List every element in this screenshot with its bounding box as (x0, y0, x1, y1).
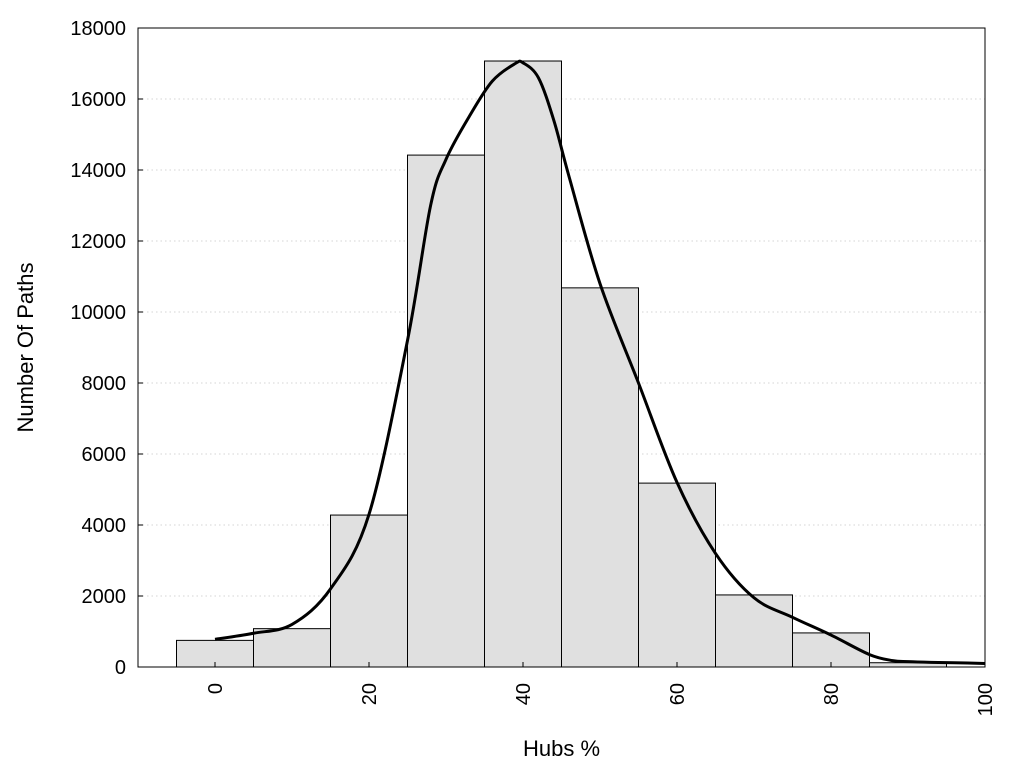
histogram-bar (330, 514, 408, 668)
x-tick-label: 60 (667, 683, 689, 705)
plot-frame (137, 27, 986, 668)
x-tick-label: 0 (205, 683, 227, 694)
x-axis-title: Hubs % (523, 736, 600, 761)
y-tick-label: 18000 (70, 18, 126, 40)
x-axis-ticks: 0 20 40 60 80 100 (205, 662, 997, 716)
y-axis-title: Number Of Paths (13, 263, 38, 433)
density-curve (214, 59, 986, 665)
y-tick-label: 14000 (70, 160, 126, 182)
y-tick-label: 4000 (82, 515, 127, 537)
histogram-bar (253, 628, 331, 668)
y-tick-label: 6000 (82, 444, 127, 466)
y-axis-ticks: 0 2000 4000 6000 8000 10000 12000 14000 16000 180… (70, 18, 143, 679)
x-tick-label: 20 (359, 683, 381, 705)
histogram-bar (484, 60, 562, 668)
y-tick-label: 16000 (70, 89, 126, 111)
y-tick-label: 0 (115, 657, 126, 679)
y-tick-label: 12000 (70, 231, 126, 253)
histogram-bar (638, 482, 716, 668)
x-tick-label: 80 (821, 683, 843, 705)
y-tick-label: 10000 (70, 302, 126, 324)
y-tick-label: 2000 (82, 586, 127, 608)
histogram-bar (715, 594, 793, 668)
histogram-bar (407, 154, 485, 668)
x-tick-label: 100 (975, 683, 997, 716)
histogram-bar (561, 287, 639, 668)
y-tick-label: 8000 (82, 373, 127, 395)
x-tick-label: 40 (513, 683, 535, 705)
histogram-bars (176, 60, 947, 668)
